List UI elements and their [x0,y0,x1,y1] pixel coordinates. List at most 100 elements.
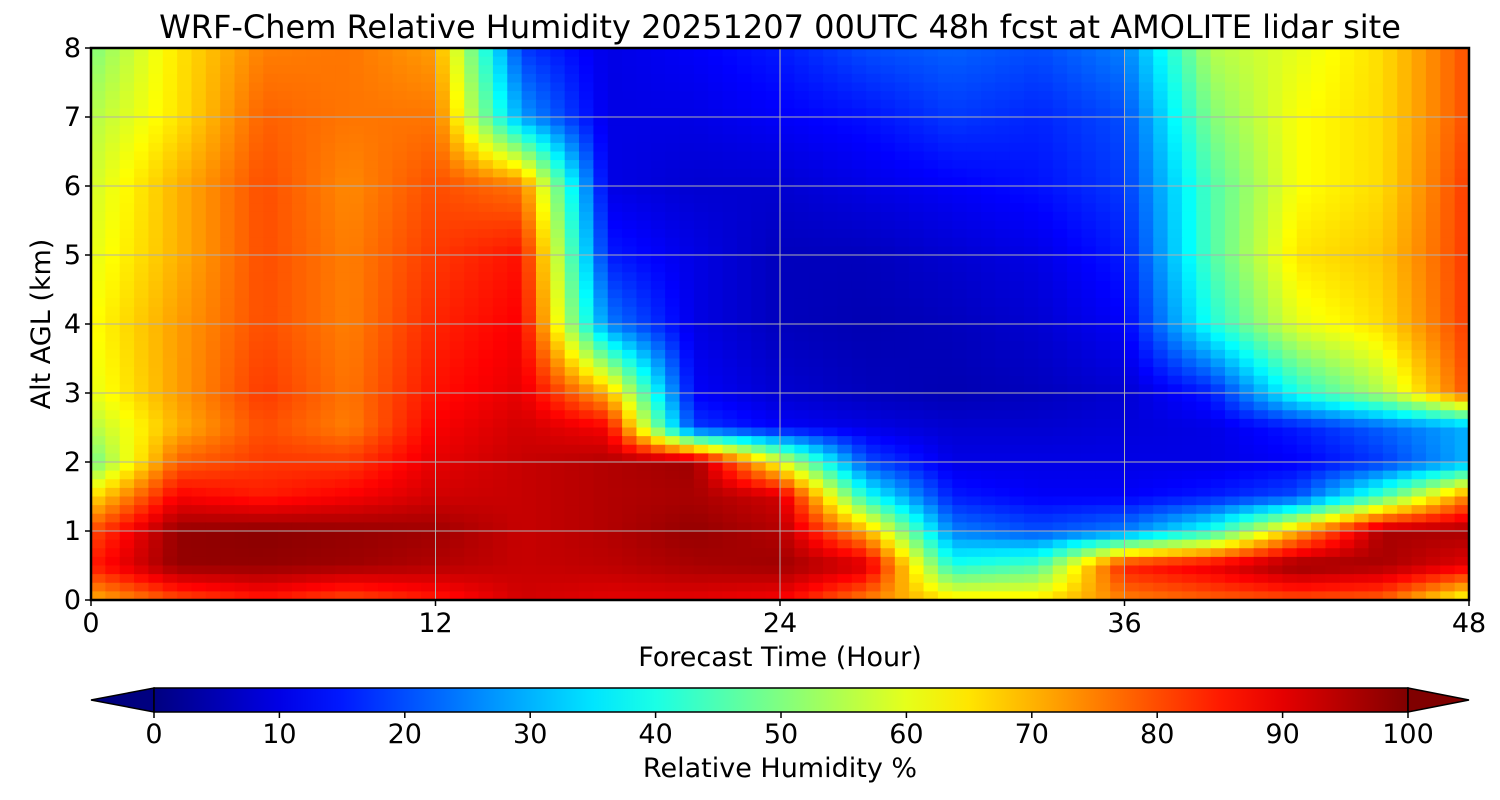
heatmap-cell [1354,73,1370,84]
heatmap-cell [780,65,795,75]
heatmap-cell [679,151,695,161]
heatmap-cell [564,289,580,299]
heatmap-cell [220,315,236,325]
heatmap-cell [119,298,135,308]
heatmap-cell [478,427,494,437]
heatmap-cell [1124,427,1140,437]
heatmap-cell [1038,393,1054,403]
heatmap-cell [622,237,638,247]
heatmap-cell [1253,358,1269,368]
heatmap-cell [248,436,264,446]
heatmap-cell [91,298,106,308]
heatmap-cell [894,289,910,299]
heatmap-cell [909,168,925,178]
heatmap-cell [535,315,551,325]
heatmap-cell [521,160,537,170]
heatmap-cell [1368,220,1384,230]
heatmap-cell [622,315,638,325]
heatmap-cell [1239,117,1255,127]
heatmap-cell [1196,91,1212,101]
heatmap-cell [1354,255,1370,265]
heatmap-cell [1067,462,1083,472]
heatmap-cell [191,117,207,127]
heatmap-cell [1224,444,1240,454]
heatmap-cell [406,151,422,161]
heatmap-cell [263,73,279,84]
heatmap-cell [995,332,1011,342]
heatmap-cell [320,444,336,454]
heatmap-cell [736,263,752,273]
heatmap-cell [349,453,365,463]
heatmap-cell [535,375,551,385]
heatmap-cell [1024,142,1039,153]
heatmap-cell [1124,306,1140,316]
heatmap-cell [105,341,121,351]
heatmap-cell [894,453,910,463]
heatmap-cell [105,237,121,247]
heatmap-cell [1296,168,1312,178]
heatmap-cell [406,289,422,299]
heatmap-cell [1038,427,1054,437]
heatmap-cell [320,48,336,58]
heatmap-cell [1268,220,1283,230]
heatmap-cell [392,73,408,84]
heatmap-cell [693,280,709,291]
heatmap-cell [1239,151,1255,161]
heatmap-cell [134,73,150,84]
heatmap-cell [1095,168,1111,178]
heatmap-cell [1454,367,1469,377]
heatmap-cell [1325,298,1341,308]
heatmap-cell [91,220,106,230]
heatmap-cell [851,444,867,454]
heatmap-cell [1325,255,1341,265]
heatmap-cell [550,427,566,437]
heatmap-cell [1052,427,1068,437]
heatmap-cell [708,470,724,480]
heatmap-cell [277,263,293,273]
heatmap-cell [119,48,135,58]
heatmap-cell [134,220,150,230]
heatmap-cell [91,358,106,368]
heatmap-cell [1095,91,1111,101]
heatmap-cell [119,341,135,351]
heatmap-cell [478,462,494,472]
heatmap-cell [105,298,121,308]
heatmap-cell [1210,367,1226,377]
heatmap-cell [794,117,810,127]
heatmap-cell [134,298,150,308]
heatmap-cell [1282,418,1298,429]
heatmap-cell [521,211,537,222]
heatmap-cell [177,444,193,454]
heatmap-cell [808,324,824,334]
heatmap-cell [507,332,523,342]
heatmap-cell [1024,367,1039,377]
heatmap-cell [1268,108,1283,118]
heatmap-cell [263,99,279,109]
heatmap-cell [1110,332,1126,342]
heatmap-cell [866,134,882,144]
heatmap-cell [263,65,279,75]
heatmap-cell [794,142,810,153]
heatmap-cell [923,393,939,403]
heatmap-cell [1382,186,1398,196]
heatmap-cell [1425,177,1441,187]
heatmap-cell [880,298,896,308]
heatmap-cell [1110,255,1126,265]
heatmap-cell [837,160,853,170]
heatmap-cell [148,289,164,299]
heatmap-cell [306,82,322,92]
heatmap-cell [248,427,264,437]
heatmap-cell [392,341,408,351]
heatmap-cell [363,358,379,368]
heatmap-cell [966,280,982,291]
heatmap-cell [148,160,164,170]
heatmap-cell [880,108,896,118]
heatmap-cell [1425,453,1441,463]
heatmap-cell [464,324,480,334]
heatmap-cell [1124,211,1140,222]
heatmap-cell [736,427,752,437]
heatmap-cell [1268,56,1283,66]
heatmap-cell [909,444,925,454]
heatmap-cell [636,237,652,247]
heatmap-cell [464,470,480,480]
